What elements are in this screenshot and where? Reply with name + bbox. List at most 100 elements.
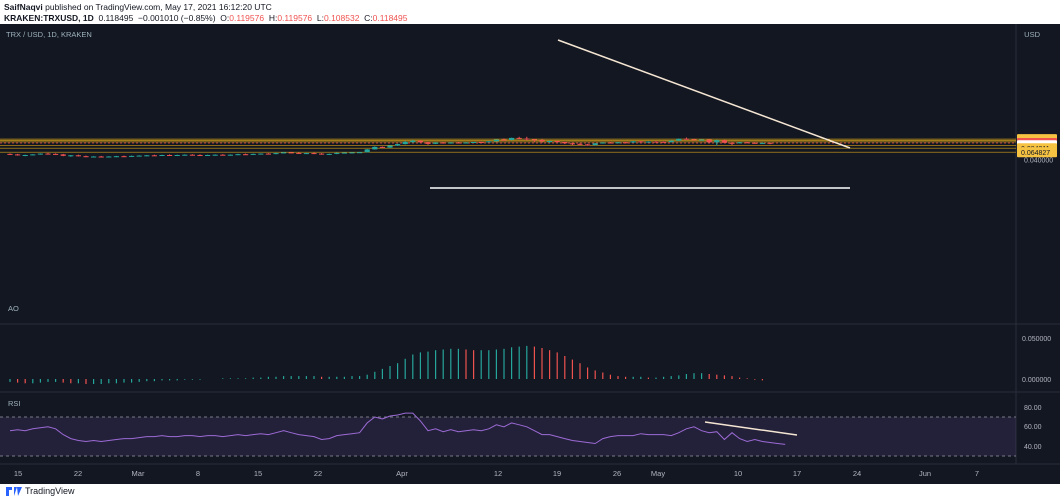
candle-body <box>151 155 157 157</box>
high-value: 0.119576 <box>277 13 313 23</box>
candle-body <box>486 141 492 143</box>
candle-body <box>699 139 705 141</box>
chart-canvas[interactable]: 0.1800000.1600000.0800000.0600000.040000… <box>0 24 1060 484</box>
candle-body <box>341 152 347 154</box>
candle-body <box>630 141 636 143</box>
candle-body <box>539 139 545 142</box>
candle-body <box>45 153 51 155</box>
candle-body <box>478 142 484 143</box>
last-price: 0.118495 <box>98 13 134 23</box>
ao-tick: 0.000000 <box>1022 377 1051 384</box>
time-tick: 19 <box>553 469 561 478</box>
candle-body <box>524 138 530 140</box>
candle-body <box>706 139 712 143</box>
candle-body <box>379 146 385 148</box>
candle-body <box>668 140 674 143</box>
candle-body <box>387 145 393 148</box>
candle-body <box>250 153 256 155</box>
published-text: published on TradingView.com, May 17, 20… <box>45 2 272 12</box>
candle-body <box>91 156 97 158</box>
level-badge <box>1017 147 1057 158</box>
rsi-divergence-line[interactable] <box>704 421 798 436</box>
candle-body <box>113 156 119 158</box>
tradingview-icon <box>6 486 22 496</box>
candle-body <box>303 153 309 155</box>
candle-body <box>174 155 180 156</box>
candle-body <box>136 155 142 157</box>
time-tick: 15 <box>14 469 22 478</box>
candle-body <box>440 142 446 144</box>
low-label: L: <box>316 13 324 23</box>
candle-body <box>212 154 218 156</box>
candle-body <box>417 140 423 143</box>
candle-body <box>227 154 233 156</box>
candle-body <box>106 156 112 158</box>
candle-body <box>349 152 355 154</box>
candle-body <box>75 155 81 157</box>
candle-body <box>493 139 499 142</box>
symbol-label[interactable]: TRX / USD, 1D, KRAKEN <box>6 30 92 39</box>
candle-body <box>615 142 621 144</box>
candle-body <box>410 140 416 142</box>
candle-body <box>721 140 727 143</box>
price-tick: 0.040000 <box>1024 158 1053 165</box>
chart-area[interactable]: 0.1800000.1600000.0800000.0600000.040000… <box>0 24 1060 484</box>
candle-body <box>638 141 644 143</box>
candle-body <box>220 154 226 156</box>
change-text: −0.001010 (−0.85%) <box>138 13 216 23</box>
candle-body <box>37 153 43 155</box>
candle-body <box>281 152 287 154</box>
ohlc-line: KRAKEN:TRXUSD, 1D 0.118495 −0.001010 (−0… <box>4 13 408 23</box>
horizontal-levels <box>0 138 1016 153</box>
chart-header: SaifNaqvi published on TradingView.com, … <box>0 0 1060 24</box>
candle-body <box>121 156 127 158</box>
open-label: O: <box>220 13 230 23</box>
candle-body <box>737 142 743 144</box>
candle-body <box>167 155 173 156</box>
rsi-line <box>9 412 786 445</box>
candle-body <box>60 154 66 156</box>
candle-body <box>296 152 302 154</box>
candle-body <box>357 152 363 154</box>
candle-body <box>562 142 568 144</box>
candle-body <box>433 142 439 144</box>
candle-body <box>197 155 203 156</box>
price-axis[interactable]: 0.1800000.1600000.0800000.0600000.040000… <box>1017 134 1057 165</box>
candle-body <box>577 143 583 145</box>
candle-body <box>691 139 697 141</box>
candle-body <box>569 143 575 145</box>
candle-body <box>767 142 773 144</box>
time-tick: 8 <box>196 469 200 478</box>
ao-tick: 0.050000 <box>1022 336 1051 343</box>
candle-body <box>182 154 188 156</box>
high-label: H: <box>268 13 278 23</box>
candle-body <box>744 142 750 144</box>
tradingview-logo[interactable]: TradingView <box>6 486 75 496</box>
candle-body <box>592 143 598 146</box>
author-name[interactable]: SaifNaqvi <box>4 2 43 12</box>
candle-body <box>607 142 613 144</box>
candle-body <box>653 141 659 143</box>
rsi-tick: 60.00 <box>1024 424 1042 431</box>
candle-body <box>645 141 651 143</box>
candle-body <box>501 139 507 141</box>
candle-body <box>7 153 13 155</box>
candle-body <box>205 155 211 156</box>
candle-body <box>623 142 629 144</box>
descending-trendline[interactable] <box>557 39 851 149</box>
candle-body <box>471 142 477 143</box>
candle-body <box>547 141 553 142</box>
time-tick: 10 <box>734 469 742 478</box>
candle-body <box>661 141 667 143</box>
candle-body <box>395 144 401 146</box>
candle-body <box>243 154 249 156</box>
candle-body <box>265 153 271 155</box>
candle-body <box>364 149 370 153</box>
candle-body <box>448 142 454 144</box>
time-axis[interactable]: 15 22 Mar 8 15 22 Apr 12 19 26 May 10 17 24 Jun 7 <box>14 469 979 478</box>
candle-body <box>22 155 28 156</box>
candle-body <box>759 142 765 144</box>
time-tick: 12 <box>494 469 502 478</box>
close-value: 0.118495 <box>372 13 408 23</box>
candle-body <box>319 153 325 155</box>
